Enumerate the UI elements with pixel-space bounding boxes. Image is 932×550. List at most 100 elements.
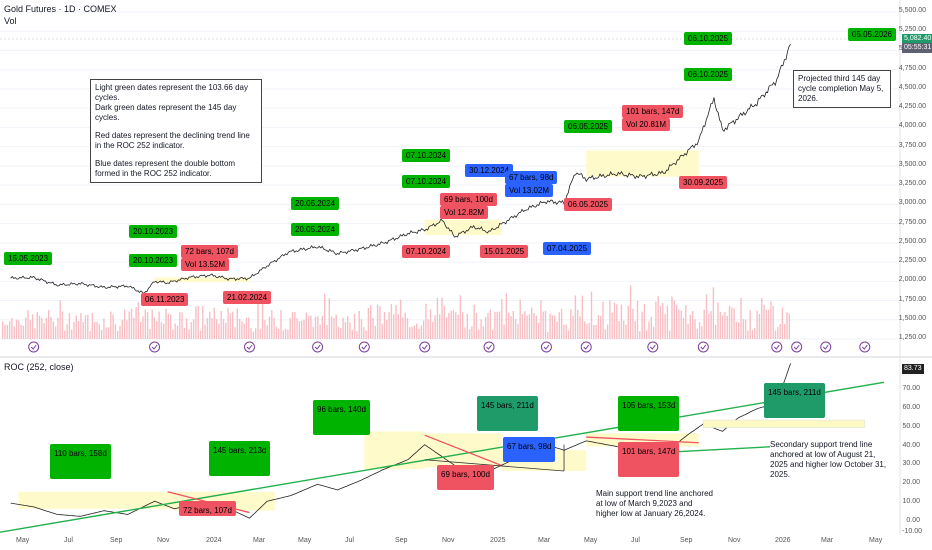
volume-bar bbox=[712, 287, 715, 339]
volume-bar bbox=[105, 327, 107, 339]
volume-bar bbox=[38, 315, 41, 339]
volume-bar bbox=[114, 323, 117, 339]
volume-bar bbox=[204, 324, 206, 339]
volume-bar bbox=[517, 323, 519, 339]
volume-bar bbox=[381, 323, 383, 339]
price-axis-label: 3,500.00 bbox=[898, 160, 926, 168]
volume-bar bbox=[349, 322, 351, 339]
time-axis-label: 2024 bbox=[206, 537, 222, 544]
volume-bar bbox=[50, 316, 52, 339]
volume-bar bbox=[181, 312, 183, 339]
cycle-marker-arrow bbox=[421, 344, 428, 350]
volume-bar bbox=[441, 297, 443, 339]
cycle-marker-icon bbox=[697, 341, 709, 353]
volume-bar bbox=[402, 317, 404, 339]
volume-bar bbox=[698, 322, 701, 339]
volume-bar bbox=[429, 309, 432, 339]
volume-bar bbox=[8, 321, 11, 339]
volume-bar bbox=[98, 324, 100, 339]
volume-bar bbox=[413, 325, 416, 339]
volume-bar bbox=[167, 313, 169, 339]
price-annotation-tag: 15.01.2025 bbox=[480, 245, 529, 258]
roc-axis-label: 20.00 bbox=[902, 479, 920, 487]
volume-bar bbox=[280, 310, 282, 339]
price-annotation-tag: 15.05.2023 bbox=[4, 252, 53, 265]
volume-bar bbox=[289, 318, 291, 339]
volume-bar bbox=[779, 324, 781, 339]
volume-bar bbox=[542, 311, 544, 339]
volume-bar bbox=[360, 319, 363, 339]
volume-bar bbox=[61, 311, 64, 339]
volume-bar bbox=[537, 322, 540, 339]
volume-bar bbox=[238, 318, 241, 339]
price-annotation-tag: 20.05.2024 bbox=[291, 197, 340, 210]
volume-bar bbox=[496, 311, 498, 339]
volume-bar bbox=[512, 311, 514, 339]
volume-bar bbox=[140, 322, 142, 339]
roc-highlight-box bbox=[364, 431, 425, 470]
price-annotation-tag: 67 bars, 98d bbox=[505, 171, 558, 184]
volume-bar bbox=[526, 315, 528, 339]
volume-bar bbox=[52, 321, 54, 339]
volume-bar bbox=[383, 311, 386, 339]
volume-bar bbox=[225, 322, 227, 339]
volume-bar bbox=[264, 320, 266, 339]
main-support-note: Main support trend line anchored at low … bbox=[596, 489, 714, 519]
volume-bar bbox=[620, 304, 623, 339]
volume-bar bbox=[220, 310, 222, 339]
volume-bar bbox=[613, 302, 616, 339]
volume-bar bbox=[625, 324, 627, 339]
roc-annotation-tag: 110 bars, 158d bbox=[50, 444, 111, 479]
volume-bar bbox=[514, 319, 517, 339]
volume-bar bbox=[351, 329, 353, 339]
volume-bar bbox=[284, 328, 287, 339]
price-annotation-tag: 07.04.2025 bbox=[543, 242, 592, 255]
volume-bar bbox=[577, 310, 579, 339]
volume-bar bbox=[586, 324, 588, 339]
volume-bar bbox=[765, 309, 767, 339]
roc-annotation-tag: 101 bars, 147d bbox=[618, 442, 680, 477]
price-axis-label: 4,250.00 bbox=[898, 103, 926, 111]
volume-bar bbox=[763, 304, 765, 339]
volume-bars bbox=[2, 285, 790, 339]
volume-bar bbox=[45, 317, 48, 339]
volume-bar bbox=[347, 316, 349, 339]
roc-annotation-tag: 145 bars, 211d bbox=[764, 383, 825, 418]
volume-bar bbox=[457, 314, 459, 339]
volume-bar bbox=[6, 324, 8, 339]
time-axis-label: Nov bbox=[728, 537, 741, 544]
time-axis-label: May bbox=[584, 537, 598, 544]
volume-bar bbox=[501, 299, 503, 339]
volume-bar bbox=[570, 309, 572, 339]
legend-line: Red dates represent the declining trend … bbox=[95, 131, 250, 150]
volume-bar bbox=[36, 312, 38, 339]
volume-bar bbox=[491, 330, 494, 339]
volume-bar bbox=[165, 308, 167, 339]
volume-bar bbox=[229, 313, 232, 339]
volume-bar bbox=[163, 323, 165, 339]
time-axis-label: Jul bbox=[345, 537, 354, 544]
time-axis-label: Nov bbox=[442, 537, 455, 544]
volume-bar bbox=[326, 325, 328, 339]
cycle-marker-icon bbox=[419, 341, 431, 353]
volume-bar bbox=[439, 314, 441, 339]
roc-annotation-tag: 69 bars, 100d bbox=[437, 465, 494, 490]
cycle-marker-arrow bbox=[793, 344, 800, 350]
volume-bar bbox=[372, 318, 374, 339]
volume-bar bbox=[133, 317, 135, 339]
volume-bar bbox=[91, 312, 94, 339]
price-annotation-tag: 30.09.2025 bbox=[679, 176, 728, 189]
legend-line: Light green dates represent the 103.66 d… bbox=[95, 83, 248, 102]
volume-bar bbox=[296, 318, 298, 339]
volume-bar bbox=[480, 319, 482, 339]
volume-bar bbox=[271, 310, 273, 339]
volume-bar bbox=[160, 322, 163, 339]
volume-bar bbox=[432, 322, 434, 339]
volume-bar bbox=[701, 326, 703, 339]
cycle-marker-icon bbox=[312, 341, 324, 353]
cycle-marker-arrow bbox=[314, 344, 321, 350]
volume-bar bbox=[418, 328, 420, 339]
volume-bar bbox=[551, 315, 554, 339]
volume-bar bbox=[692, 310, 694, 339]
volume-bar bbox=[158, 311, 160, 339]
